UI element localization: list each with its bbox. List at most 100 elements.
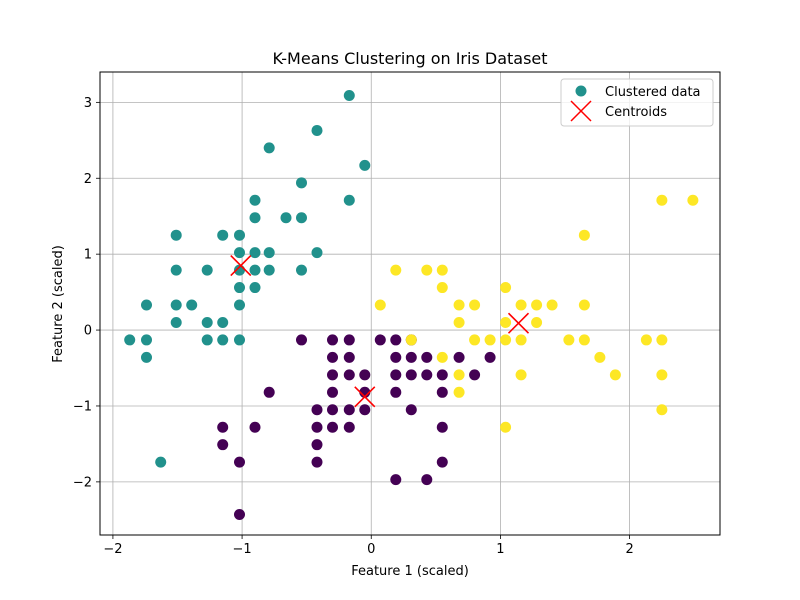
x-tick-label: 0	[367, 542, 375, 557]
data-point-cluster-0	[390, 369, 402, 381]
data-point-cluster-0	[390, 334, 402, 346]
data-point-cluster-0	[436, 386, 448, 398]
data-point-cluster-2	[500, 282, 512, 294]
data-point-cluster-0	[263, 386, 275, 398]
data-point-cluster-2	[469, 299, 481, 311]
data-point-cluster-0	[234, 456, 245, 468]
data-point-cluster-2	[687, 194, 699, 206]
data-point-cluster-2	[453, 386, 465, 398]
data-point-cluster-2	[484, 334, 496, 346]
data-point-cluster-2	[390, 264, 402, 276]
data-point-cluster-1	[296, 177, 307, 189]
y-tick-label: 0	[84, 324, 92, 339]
data-point-cluster-1	[124, 334, 136, 346]
legend-marker-clustered-data	[575, 85, 587, 97]
y-axis-label: Feature 2 (scaled)	[51, 245, 66, 363]
data-point-cluster-0	[405, 369, 417, 381]
data-point-cluster-1	[249, 212, 261, 224]
y-tick-label: 2	[84, 172, 92, 187]
data-point-cluster-2	[500, 421, 512, 433]
data-point-cluster-1	[141, 299, 152, 311]
data-point-cluster-0	[390, 386, 402, 398]
legend-box	[560, 78, 714, 127]
data-point-cluster-0	[405, 404, 417, 416]
data-point-cluster-0	[421, 351, 433, 363]
data-point-cluster-0	[421, 369, 433, 381]
y-tick-label: −1	[73, 399, 92, 414]
data-point-cluster-1	[170, 299, 182, 311]
legend-label-centroids: Centroids	[605, 105, 667, 120]
data-point-cluster-1	[249, 194, 261, 206]
data-point-cluster-1	[234, 282, 245, 294]
data-point-cluster-2	[578, 229, 590, 241]
data-point-cluster-1	[296, 212, 307, 224]
data-point-cluster-2	[515, 334, 527, 346]
centroid-marker	[230, 254, 252, 277]
x-tick-label: 1	[496, 542, 504, 557]
data-point-cluster-1	[234, 247, 245, 259]
data-point-cluster-0	[249, 421, 261, 433]
data-point-cluster-1	[263, 247, 275, 259]
data-point-cluster-2	[578, 334, 590, 346]
data-point-cluster-0	[234, 509, 245, 521]
data-point-cluster-2	[453, 316, 465, 328]
data-point-cluster-0	[390, 351, 402, 363]
x-tick-label: 2	[625, 542, 633, 557]
data-point-cluster-1	[296, 264, 307, 276]
plot-area	[99, 71, 721, 536]
data-point-cluster-0	[343, 421, 355, 433]
data-point-cluster-0	[390, 474, 402, 486]
legend: Clustered data Centroids	[560, 78, 714, 127]
data-point-cluster-1	[249, 264, 261, 276]
data-point-cluster-0	[359, 369, 371, 381]
data-point-cluster-0	[327, 404, 338, 416]
y-tick-label: 1	[84, 248, 92, 263]
centroid-marker	[507, 312, 530, 334]
data-point-cluster-1	[155, 456, 167, 468]
data-point-cluster-1	[170, 316, 182, 328]
data-point-cluster-0	[311, 456, 323, 468]
data-point-cluster-0	[374, 334, 386, 346]
data-point-cluster-1	[359, 159, 371, 171]
data-point-cluster-2	[500, 316, 512, 328]
data-point-cluster-0	[327, 369, 338, 381]
data-point-cluster-1	[343, 90, 355, 102]
data-point-cluster-0	[327, 421, 338, 433]
data-point-cluster-1	[343, 194, 355, 206]
data-point-cluster-1	[141, 351, 152, 363]
data-point-cluster-0	[359, 404, 371, 416]
data-point-cluster-0	[343, 334, 355, 346]
data-point-cluster-2	[515, 299, 527, 311]
data-point-cluster-0	[327, 334, 338, 346]
data-point-cluster-1	[263, 264, 275, 276]
centroid-marker	[354, 386, 376, 408]
axis-ticks: −2 −1 0 1 2 −2 −1 0 1 2 3	[73, 96, 634, 557]
data-point-cluster-0	[327, 386, 338, 398]
data-point-cluster-1	[249, 247, 261, 259]
data-point-cluster-0	[484, 351, 496, 363]
data-point-cluster-0	[217, 439, 229, 451]
data-point-cluster-0	[436, 456, 448, 468]
data-point-cluster-0	[469, 369, 481, 381]
data-point-cluster-2	[421, 264, 433, 276]
x-axis-label: Feature 1 (scaled)	[351, 564, 469, 579]
data-point-cluster-1	[280, 212, 292, 224]
data-point-cluster-2	[563, 334, 575, 346]
data-point-cluster-2	[656, 194, 668, 206]
data-point-cluster-1	[186, 299, 198, 311]
data-point-cluster-2	[500, 334, 512, 346]
data-point-cluster-2	[546, 299, 558, 311]
data-point-cluster-1	[141, 334, 152, 346]
data-point-cluster-1	[170, 264, 182, 276]
data-point-cluster-1	[201, 334, 213, 346]
data-point-cluster-2	[531, 299, 543, 311]
data-point-cluster-1	[311, 124, 323, 136]
data-point-cluster-0	[436, 421, 448, 433]
data-point-cluster-2	[640, 334, 652, 346]
data-points	[124, 90, 699, 521]
x-tick-label: −1	[232, 542, 251, 557]
data-point-cluster-1	[201, 264, 213, 276]
data-point-cluster-0	[217, 421, 229, 433]
centroids	[230, 254, 530, 408]
